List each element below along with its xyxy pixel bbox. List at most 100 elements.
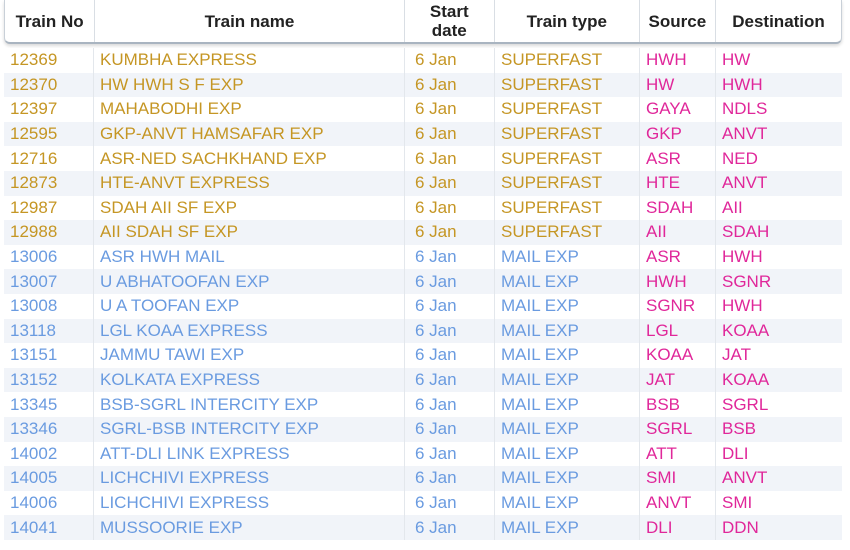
cell-start-date: 6 Jan xyxy=(405,392,495,417)
table-row[interactable]: 14006 LICHCHIVI EXPRESS 6 Jan MAIL EXP ANVT S… xyxy=(4,490,842,516)
table-row[interactable]: 13006 ASR HWH MAIL 6 Jan MAIL EXP ASR HWH xyxy=(4,244,842,270)
cell-train-name: JAMMU TAWI EXP xyxy=(94,343,405,368)
cell-train-type: MAIL EXP xyxy=(495,269,640,294)
cell-source: BSB xyxy=(640,392,716,417)
table-row[interactable]: 13008 U A TOOFAN EXP 6 Jan MAIL EXP SGNR HWH xyxy=(4,293,842,319)
table-row[interactable]: 13345 BSB-SGRL INTERCITY EXP 6 Jan MAIL EXP… xyxy=(4,392,842,417)
cell-source: JAT xyxy=(640,367,716,393)
table-row[interactable]: 14041 MUSSOORIE EXP 6 Jan MAIL EXP DLI DDN xyxy=(4,515,842,540)
cell-destination: JAT xyxy=(722,345,751,365)
cell-start-date: 6 Jan xyxy=(405,466,495,491)
cell-source: ASR xyxy=(640,146,716,171)
table-row[interactable]: 12716 ASR-NED SACHKHAND EXP 6 Jan SUPERFAST… xyxy=(4,146,842,171)
cell-train-type: MAIL EXP xyxy=(495,343,640,368)
cell-train-type: MAIL EXP xyxy=(495,244,640,270)
cell-start-date: 6 Jan xyxy=(405,146,495,171)
cell-source: SGRL xyxy=(640,416,716,442)
table-row[interactable]: 12595 GKP-ANVT HAMSAFAR EXP 6 Jan SUPERFAST… xyxy=(4,121,842,147)
cell-destination: SMI xyxy=(722,492,753,512)
table-row[interactable]: 13151 JAMMU TAWI EXP 6 Jan MAIL EXP KOAA JAT xyxy=(4,343,842,368)
cell-train-name: MUSSOORIE EXP xyxy=(94,515,405,540)
cell-train-type: SUPERFAST xyxy=(495,97,640,122)
cell-train-name: HTE-ANVT EXPRESS xyxy=(94,170,405,196)
table-row[interactable]: 14005 LICHCHIVI EXPRESS 6 Jan MAIL EXP SMI AN… xyxy=(4,466,842,491)
cell-source: SDAH xyxy=(640,195,716,221)
cell-train-no: 13152 xyxy=(4,367,94,393)
cell-train-name: AII SDAH SF EXP xyxy=(94,220,405,245)
cell-train-no: 12595 xyxy=(4,121,94,147)
cell-start-date: 6 Jan xyxy=(405,293,495,319)
cell-source: GKP xyxy=(640,121,716,147)
cell-start-date: 6 Jan xyxy=(405,195,495,221)
cell-train-name: LGL KOAA EXPRESS xyxy=(94,318,405,344)
cell-destination: SDAH xyxy=(722,222,770,242)
trains-table: Train No Train name Start date Train typ… xyxy=(4,0,842,540)
cell-start-date: 6 Jan xyxy=(405,269,495,294)
cell-source: ASR xyxy=(640,244,716,270)
cell-source: SGNR xyxy=(640,293,716,319)
cell-train-type: SUPERFAST xyxy=(495,220,640,245)
cell-train-name: KOLKATA EXPRESS xyxy=(94,367,405,393)
cell-train-name: MAHABODHI EXP xyxy=(94,97,405,122)
cell-train-no: 13006 xyxy=(4,244,94,270)
table-row[interactable]: 13152 KOLKATA EXPRESS 6 Jan MAIL EXP JAT KOAA xyxy=(4,367,842,393)
cell-train-type: MAIL EXP xyxy=(495,293,640,319)
cell-train-type: MAIL EXP xyxy=(495,441,640,467)
cell-destination: KOAA xyxy=(722,320,770,340)
table-row[interactable]: 12370 HW HWH S F EXP 6 Jan SUPERFAST HW HWH xyxy=(4,72,842,98)
table-row[interactable]: 13118 LGL KOAA EXPRESS 6 Jan MAIL EXP LGL KOA… xyxy=(4,318,842,344)
column-header-train-no[interactable]: Train No xyxy=(5,0,96,42)
cell-destination: ANVT xyxy=(722,124,768,144)
column-header-destination[interactable]: Destination xyxy=(732,11,825,31)
cell-start-date: 6 Jan xyxy=(405,72,495,98)
cell-source: HWH xyxy=(640,269,716,294)
cell-train-no: 12987 xyxy=(4,195,94,221)
cell-train-no: 14041 xyxy=(4,515,94,540)
cell-train-no: 13007 xyxy=(4,269,94,294)
cell-train-no: 13118 xyxy=(4,318,94,344)
cell-train-type: SUPERFAST xyxy=(495,121,640,147)
cell-start-date: 6 Jan xyxy=(405,121,495,147)
cell-train-type: SUPERFAST xyxy=(495,48,640,73)
table-row[interactable]: 13007 U ABHATOOFAN EXP 6 Jan MAIL EXP HWH SGN… xyxy=(4,269,842,294)
table-row[interactable]: 12369 KUMBHA EXPRESS 6 Jan SUPERFAST HWH HW xyxy=(4,48,842,73)
column-header-source[interactable]: Source xyxy=(640,0,717,42)
cell-start-date: 6 Jan xyxy=(405,490,495,516)
table-row[interactable]: 12988 AII SDAH SF EXP 6 Jan SUPERFAST AII SDA… xyxy=(4,220,842,245)
cell-train-name: SDAH AII SF EXP xyxy=(94,195,405,221)
cell-destination: ANVT xyxy=(722,468,768,488)
table-row[interactable]: 14002 ATT-DLI LINK EXPRESS 6 Jan MAIL EXP AT… xyxy=(4,441,842,467)
cell-start-date: 6 Jan xyxy=(405,48,495,73)
start-date-header-line2: date xyxy=(431,21,467,40)
table-row[interactable]: 12987 SDAH AII SF EXP 6 Jan SUPERFAST SDAH AI… xyxy=(4,195,842,221)
cell-source: DLI xyxy=(640,515,716,540)
cell-train-name: U A TOOFAN EXP xyxy=(94,293,405,319)
cell-train-no: 14005 xyxy=(4,466,94,491)
cell-train-type: SUPERFAST xyxy=(495,146,640,171)
cell-train-name: HW HWH S F EXP xyxy=(94,72,405,98)
table-row[interactable]: 12397 MAHABODHI EXP 6 Jan SUPERFAST GAYA NDLS xyxy=(4,97,842,122)
cell-train-no: 12369 xyxy=(4,48,94,73)
cell-train-name: KUMBHA EXPRESS xyxy=(94,48,405,73)
table-row[interactable]: 12873 HTE-ANVT EXPRESS 6 Jan SUPERFAST HTE AN… xyxy=(4,170,842,196)
cell-source: SMI xyxy=(640,466,716,491)
cell-start-date: 6 Jan xyxy=(405,220,495,245)
cell-train-name: SGRL-BSB INTERCITY EXP xyxy=(94,416,405,442)
cell-train-no: 12397 xyxy=(4,97,94,122)
cell-train-name: ATT-DLI LINK EXPRESS xyxy=(94,441,405,467)
cell-train-type: MAIL EXP xyxy=(495,466,640,491)
cell-start-date: 6 Jan xyxy=(405,170,495,196)
cell-destination: ANVT xyxy=(722,173,768,193)
table-row[interactable]: 13346 SGRL-BSB INTERCITY EXP 6 Jan MAIL EXP… xyxy=(4,416,842,442)
cell-train-type: MAIL EXP xyxy=(495,318,640,344)
start-date-header-text: Start date xyxy=(430,2,469,40)
cell-start-date: 6 Jan xyxy=(405,318,495,344)
cell-source: AII xyxy=(640,220,716,245)
cell-train-type: SUPERFAST xyxy=(495,72,640,98)
column-header-start-date[interactable]: Start date xyxy=(405,0,495,42)
cell-train-no: 13151 xyxy=(4,343,94,368)
cell-destination: NED xyxy=(722,148,758,168)
cell-train-type: MAIL EXP xyxy=(495,416,640,442)
column-header-train-type[interactable]: Train type xyxy=(495,0,640,42)
column-header-train-name[interactable]: Train name xyxy=(95,0,405,42)
